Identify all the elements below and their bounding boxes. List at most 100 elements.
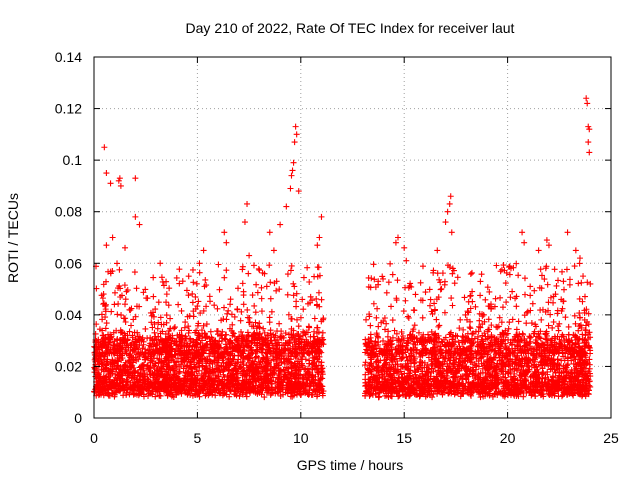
data-point xyxy=(164,354,171,361)
data-point xyxy=(218,363,225,370)
data-point xyxy=(533,388,540,395)
data-point xyxy=(480,393,487,400)
data-point xyxy=(313,295,320,302)
data-point xyxy=(291,386,298,393)
data-point xyxy=(293,298,300,305)
data-point xyxy=(523,339,530,346)
data-point xyxy=(556,362,563,369)
data-point xyxy=(186,370,193,377)
data-point xyxy=(441,385,448,392)
data-point xyxy=(184,391,191,398)
data-point xyxy=(247,389,254,396)
data-point xyxy=(275,381,282,388)
data-point xyxy=(543,387,550,394)
data-point xyxy=(272,378,279,385)
data-point xyxy=(527,343,534,350)
data-point xyxy=(113,365,120,372)
data-point xyxy=(447,366,454,373)
data-point xyxy=(580,377,587,384)
data-point xyxy=(487,378,494,385)
data-point xyxy=(216,367,223,374)
data-point xyxy=(459,388,466,395)
data-point xyxy=(575,373,582,380)
data-point xyxy=(192,388,199,395)
data-point xyxy=(502,354,509,361)
data-point xyxy=(479,377,486,384)
data-point xyxy=(187,384,194,391)
data-point xyxy=(138,338,145,345)
data-point xyxy=(248,337,255,344)
data-point xyxy=(198,375,205,382)
data-point xyxy=(451,374,458,381)
data-point xyxy=(489,374,496,381)
data-point xyxy=(425,375,432,382)
data-point xyxy=(245,352,252,359)
data-point xyxy=(413,381,420,388)
data-point xyxy=(289,370,296,377)
data-point xyxy=(198,376,205,383)
data-point xyxy=(137,376,144,383)
data-point xyxy=(467,305,474,312)
data-point xyxy=(314,369,321,376)
data-point xyxy=(526,366,533,373)
data-point xyxy=(107,361,114,368)
data-point xyxy=(236,393,243,400)
data-point xyxy=(202,276,209,283)
data-point xyxy=(373,359,380,366)
data-point xyxy=(95,392,102,399)
data-point xyxy=(171,358,178,365)
data-point xyxy=(387,372,394,379)
data-point xyxy=(255,388,262,395)
data-point xyxy=(150,379,157,386)
data-point xyxy=(510,390,517,397)
data-point xyxy=(472,386,479,393)
data-point xyxy=(533,340,540,347)
data-point xyxy=(534,374,541,381)
data-point xyxy=(566,374,573,381)
data-point xyxy=(233,392,240,399)
data-point xyxy=(519,362,526,369)
data-point xyxy=(529,383,536,390)
data-point xyxy=(542,336,549,343)
data-point xyxy=(179,358,186,365)
data-point xyxy=(249,359,256,366)
data-point xyxy=(467,318,474,325)
data-point xyxy=(166,375,173,382)
data-point xyxy=(293,382,300,389)
data-point xyxy=(175,370,182,377)
data-point xyxy=(263,354,270,361)
data-point xyxy=(495,375,502,382)
data-point xyxy=(161,385,168,392)
data-point xyxy=(310,379,317,386)
data-point xyxy=(579,366,586,373)
data-point xyxy=(362,392,369,399)
data-point xyxy=(288,389,295,396)
data-point xyxy=(135,350,142,357)
data-point xyxy=(138,389,145,396)
data-point xyxy=(181,386,188,393)
data-point xyxy=(167,315,174,322)
data-point xyxy=(231,342,238,349)
data-point xyxy=(395,393,402,400)
data-point xyxy=(404,339,411,346)
data-point xyxy=(180,383,187,390)
data-point xyxy=(457,393,464,400)
data-point xyxy=(464,373,471,380)
data-point xyxy=(223,331,230,338)
data-point xyxy=(381,373,388,380)
data-point xyxy=(368,360,375,367)
data-point xyxy=(418,375,425,382)
data-point xyxy=(568,381,575,388)
data-point xyxy=(103,362,110,369)
data-point xyxy=(570,392,577,399)
data-point xyxy=(220,390,227,397)
data-point xyxy=(459,339,466,346)
data-point xyxy=(365,378,372,385)
data-point xyxy=(275,374,282,381)
data-point xyxy=(552,369,559,376)
data-point xyxy=(168,393,175,400)
data-point xyxy=(116,376,123,383)
data-point xyxy=(211,368,218,375)
data-point xyxy=(167,380,174,387)
data-point xyxy=(238,340,245,347)
